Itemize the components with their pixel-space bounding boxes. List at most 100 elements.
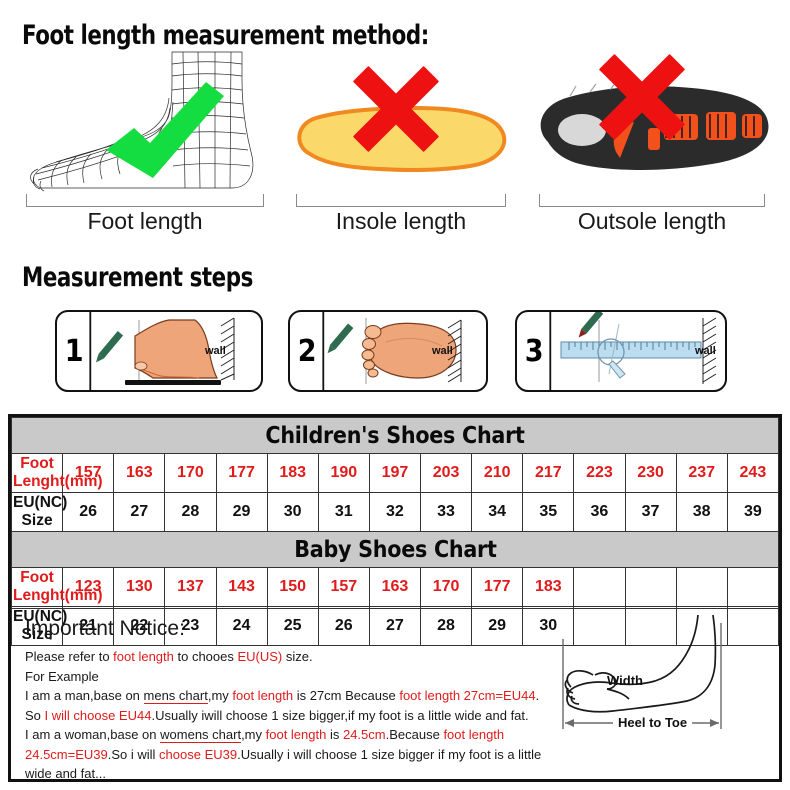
chart-cell: 157: [62, 453, 115, 493]
row-label: EU(NC) Size: [10, 492, 67, 532]
wall-label: wall: [205, 345, 226, 357]
panel-caption: Foot length: [87, 208, 203, 234]
notice-text: size.: [282, 649, 313, 664]
check-mark-icon: [106, 82, 224, 178]
notice-text: .: [535, 688, 540, 703]
chart-cell: 33: [419, 492, 473, 532]
method-panel-outsole-length: Outsole length: [524, 46, 780, 246]
notice-text: foot length: [232, 688, 294, 703]
notice-text: 24.5cm=EU39: [25, 746, 108, 762]
baby-foot-length-row: Foot Lenght(mm) 123 130 137 143 150 157 163 170 1…: [10, 567, 780, 607]
notice-text: I am a woman,base on: [25, 727, 161, 742]
chart-cell: 37: [624, 492, 677, 532]
chart-cell: 123: [62, 567, 115, 607]
notice-text: is: [326, 727, 343, 742]
notice-text: foot length 27cm=EU44: [399, 688, 536, 703]
notice-title: Important Notice:: [25, 617, 185, 640]
chart-cell: 243: [726, 453, 780, 493]
notice-text: womens chart: [160, 727, 242, 743]
insole-length-bracket: [296, 194, 506, 207]
chart-band-title-text: Baby Shoes Chart: [293, 536, 497, 563]
row-label: Foot Lenght(mm): [10, 453, 103, 493]
chart-cell: 28: [164, 492, 217, 532]
measurement-steps-title: Measurement steps: [22, 262, 253, 293]
chart-cell: 28: [419, 606, 473, 646]
step-3-illustration: [551, 312, 725, 390]
chart-cell: 38: [675, 492, 728, 532]
chart-cell: 217: [522, 453, 575, 493]
chart-cell: [726, 567, 780, 607]
chart-cell: 27: [368, 606, 422, 646]
chart-cell: 26: [62, 492, 115, 532]
chart-cell: 197: [368, 453, 422, 493]
children-foot-length-row: Foot Lenght(mm) 157 163 170 177 183 190 197 203 2…: [10, 453, 780, 493]
notice-line: 24.5cm=EU39.So i will choose EU39.Usuall…: [25, 745, 779, 765]
row-label: EU(NC) Size: [10, 606, 67, 646]
notice-text: 24.5cm: [342, 727, 386, 742]
step-box-1: 1 wall: [55, 310, 263, 392]
chart-cell: 170: [419, 567, 473, 607]
chart-cell: 36: [573, 492, 626, 532]
chart-cell: 39: [726, 492, 780, 532]
width-label: Width: [607, 673, 643, 688]
chart-cell: 137: [164, 567, 217, 607]
panel-caption: Insole length: [335, 208, 467, 234]
heel-to-toe-label: Heel to Toe: [613, 715, 693, 730]
notice-text: For Example: [25, 668, 99, 684]
chart-cell: 30: [522, 606, 575, 646]
notice-text: Please refer to: [25, 649, 114, 664]
chart-cell: 183: [266, 453, 319, 493]
step-2-illustration: [324, 312, 486, 390]
notice-text: foot length: [113, 649, 174, 664]
notice-line: I am a man,base on mens chart,my foot le…: [25, 686, 779, 706]
baby-eu-size-row: EU(NC) Size 21 22 23 24 25 26 27 28 29 30: [10, 606, 780, 646]
children-chart-band: Children's Shoes Chart: [11, 417, 779, 454]
chart-cell: 170: [164, 453, 217, 493]
chart-cell: [624, 567, 677, 607]
notice-text: to chooes: [173, 649, 238, 664]
chart-cell: [675, 606, 728, 646]
notice-text: So: [25, 707, 45, 723]
chart-cell: [675, 567, 728, 607]
method-panel-insole-length: Insole length: [282, 46, 520, 246]
foot-measure-diagram: Width Heel to Toe: [555, 613, 765, 741]
outsole-length-bracket: [539, 194, 765, 207]
chart-cell: 177: [215, 453, 268, 493]
baby-chart-band: Baby Shoes Chart: [11, 531, 779, 568]
notice-text: .So i will: [107, 746, 160, 762]
chart-cell: 190: [317, 453, 370, 493]
size-chart-container: Children's Shoes Chart Foot Lenght(mm) 157…: [8, 414, 782, 782]
chart-band-title: Children's Shoes Chart: [11, 417, 779, 454]
chart-cell: 150: [266, 567, 319, 607]
notice-text: .Because: [385, 727, 444, 742]
chart-cell: 143: [215, 567, 268, 607]
row-label: Foot Lenght(mm): [10, 567, 103, 607]
chart-cell: 237: [675, 453, 728, 493]
chart-cell: [624, 606, 677, 646]
insole-icon: [282, 46, 520, 196]
notice-text: choose EU39: [159, 746, 238, 762]
step-1-illustration: [91, 312, 261, 390]
cross-mark-icon: [346, 64, 446, 154]
notice-text: foot length: [443, 727, 505, 742]
chart-cell: 163: [368, 567, 422, 607]
step-box-3: 3 wall: [515, 310, 727, 392]
notice-text: .Usually i will choose 1 size bigger if …: [237, 746, 542, 762]
notice-text: ,my: [241, 727, 266, 742]
chart-cell: 27: [113, 492, 166, 532]
important-notice: Important Notice: Please refer to foot l…: [11, 608, 779, 781]
wall-label: wall: [695, 345, 716, 357]
chart-cell: 26: [317, 606, 370, 646]
chart-band-title-text: Children's Shoes Chart: [265, 422, 525, 449]
chart-cell: 34: [471, 492, 524, 532]
chart-cell: 23: [164, 606, 217, 646]
notice-text: I am a man,base on: [25, 688, 144, 703]
step-number: 2: [292, 312, 325, 390]
chart-cell: 130: [113, 567, 166, 607]
notice-text: I will choose EU44: [44, 707, 152, 723]
method-panel-foot-length: Foot length: [10, 46, 280, 246]
size-chart-table: Children's Shoes Chart Foot Lenght(mm) 157…: [10, 417, 780, 646]
chart-cell: 203: [419, 453, 473, 493]
wall-label: wall: [432, 345, 453, 357]
chart-cell: 183: [522, 567, 575, 607]
